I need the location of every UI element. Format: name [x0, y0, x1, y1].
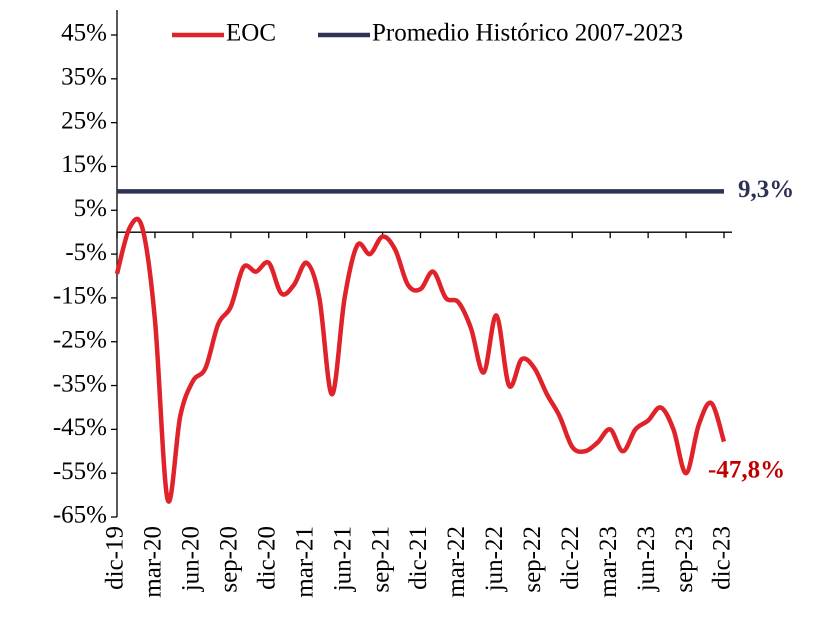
y-tick-label: -35% [53, 370, 107, 397]
x-tick-label: dic-21 [405, 526, 432, 590]
y-tick-label: -5% [65, 239, 107, 266]
y-tick-label: 15% [61, 151, 107, 178]
x-tick-label: dic-22 [557, 526, 584, 590]
y-tick-label: -45% [53, 414, 107, 441]
x-tick-label: jun-23 [633, 526, 660, 592]
x-tick-label: dic-23 [709, 526, 736, 590]
x-tick-label: mar-20 [140, 526, 167, 598]
y-tick-label: -25% [53, 326, 107, 353]
y-tick-label: -65% [53, 502, 107, 529]
y-tick-label: 45% [61, 20, 107, 47]
x-tick-label: mar-23 [595, 526, 622, 598]
x-tick-label: mar-22 [443, 526, 470, 598]
y-tick-label: 35% [61, 64, 107, 91]
x-tick-label: sep-20 [216, 526, 243, 593]
y-tick-label: -55% [53, 458, 107, 485]
y-tick-label: -15% [53, 283, 107, 310]
x-tick-label: sep-23 [671, 526, 698, 593]
legend-label: EOC [226, 20, 276, 47]
x-tick-label: jun-20 [178, 526, 205, 592]
x-tick-label: jun-21 [329, 526, 356, 592]
x-tick-label: sep-21 [367, 526, 394, 593]
legend-label: Promedio Histórico 2007-2023 [372, 20, 683, 47]
y-tick-label: 5% [74, 195, 107, 222]
x-tick-label: dic-20 [253, 526, 280, 590]
value-label: 9,3% [738, 176, 794, 203]
x-tick-label: sep-22 [519, 526, 546, 593]
x-tick-label: dic-19 [102, 526, 129, 590]
series-line [114, 216, 727, 504]
value-label: -47,8% [708, 456, 785, 483]
y-tick-label: 25% [61, 107, 107, 134]
x-tick-label: mar-21 [291, 526, 318, 598]
x-tick-label: jun-22 [481, 526, 508, 592]
